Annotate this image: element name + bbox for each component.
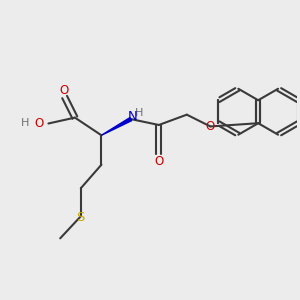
Polygon shape bbox=[101, 118, 132, 135]
Text: S: S bbox=[76, 211, 85, 224]
Text: N: N bbox=[128, 110, 137, 123]
Text: O: O bbox=[206, 120, 215, 133]
Text: O: O bbox=[59, 84, 69, 97]
Text: H: H bbox=[135, 108, 143, 118]
Text: O: O bbox=[154, 155, 164, 168]
Text: H: H bbox=[21, 118, 30, 128]
Text: O: O bbox=[34, 117, 43, 130]
